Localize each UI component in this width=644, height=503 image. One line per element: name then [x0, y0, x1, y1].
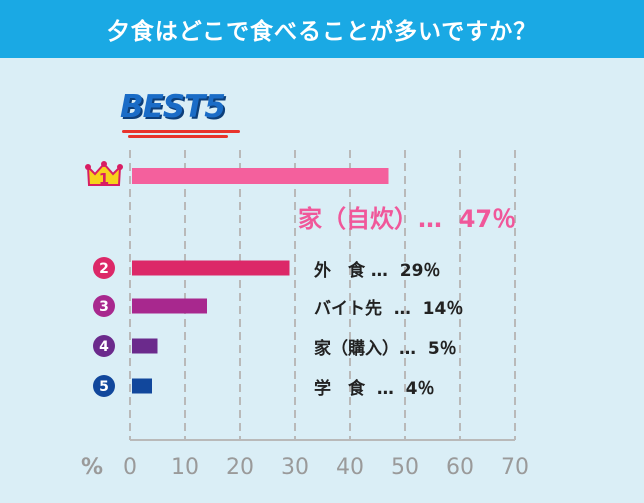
- bar-label-3: バイト先 … 14％: [314, 299, 464, 319]
- crown-jewel-icon: [117, 164, 123, 170]
- rank-badge-4: [93, 335, 115, 357]
- rank-badge-5: [93, 375, 115, 397]
- crown-jewel-icon: [85, 164, 91, 170]
- best5-underline: [122, 130, 240, 133]
- best5-underline-2: [128, 135, 228, 138]
- best5-label: BEST5: [120, 89, 226, 125]
- x-tick-label: 70: [501, 455, 529, 480]
- bar-label-2: 外 食 … 29％: [314, 261, 441, 281]
- chart-grid: [129, 150, 516, 441]
- header-banner: 夕食はどこで食べることが多いですか？: [0, 0, 644, 58]
- bar-2: [132, 260, 290, 276]
- rank-number: 3: [99, 299, 109, 315]
- x-tick-label: 0: [123, 455, 137, 480]
- rank-number: 2: [99, 261, 109, 277]
- bar-5: [132, 378, 152, 394]
- rank-number: 5: [99, 379, 109, 395]
- bar-4: [132, 338, 158, 354]
- bar-label-4: 家（購入）… 5％: [314, 339, 457, 359]
- rank-badges: 1 2 3 4 5: [85, 161, 123, 397]
- x-tick-label: 10: [171, 455, 199, 480]
- chart-ticks: 0 10 20 30 40 50 60 70: [123, 455, 529, 480]
- rank-badge-3: [93, 295, 115, 317]
- crown-jewel-icon: [101, 161, 107, 167]
- axis-unit-label: %: [81, 455, 103, 480]
- x-tick-label: 40: [336, 455, 364, 480]
- bar-label-1: 家（自炊）… 47％: [298, 205, 517, 233]
- bar-label-5: 学 食 … 4％: [314, 379, 435, 399]
- chart-bars: [132, 168, 389, 394]
- rank-number: 1: [99, 170, 109, 188]
- x-tick-label: 20: [226, 455, 254, 480]
- x-tick-label: 60: [446, 455, 474, 480]
- rank-badge-2: [93, 257, 115, 279]
- x-tick-label: 30: [281, 455, 309, 480]
- x-tick-label: 50: [391, 455, 419, 480]
- question-title: 夕食はどこで食べることが多いですか？: [106, 19, 538, 45]
- bar-1: [132, 168, 389, 184]
- bar-3: [132, 298, 207, 314]
- rank-number: 4: [99, 339, 109, 355]
